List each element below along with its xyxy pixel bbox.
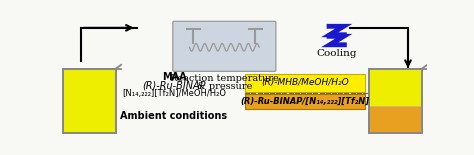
- Bar: [63, 69, 116, 133]
- Bar: [64, 69, 115, 132]
- Text: [N₁₄,₂₂₂][Tf₂N]/MeOH/H₂O: [N₁₄,₂₂₂][Tf₂N]/MeOH/H₂O: [122, 89, 226, 98]
- Text: (R)-MHB/MeOH/H₂O: (R)-MHB/MeOH/H₂O: [262, 78, 349, 87]
- Text: & pressure: & pressure: [197, 82, 252, 91]
- Bar: [369, 69, 422, 133]
- Bar: [245, 94, 365, 109]
- Bar: [370, 106, 421, 132]
- Bar: [245, 74, 365, 92]
- Bar: [369, 69, 422, 133]
- Text: (R)-Ru-BINAP: (R)-Ru-BINAP: [142, 81, 206, 91]
- Bar: [63, 69, 116, 133]
- Text: Ambient conditions: Ambient conditions: [120, 111, 228, 121]
- Text: Cooling: Cooling: [317, 49, 357, 58]
- Text: Reaction temperature: Reaction temperature: [170, 74, 279, 83]
- Bar: [370, 69, 421, 106]
- Text: MAA: MAA: [162, 73, 186, 82]
- FancyBboxPatch shape: [173, 21, 276, 71]
- Text: (R)-Ru-BINAP/[N₁₄,₂₂₂][Tf₂N]: (R)-Ru-BINAP/[N₁₄,₂₂₂][Tf₂N]: [241, 97, 370, 106]
